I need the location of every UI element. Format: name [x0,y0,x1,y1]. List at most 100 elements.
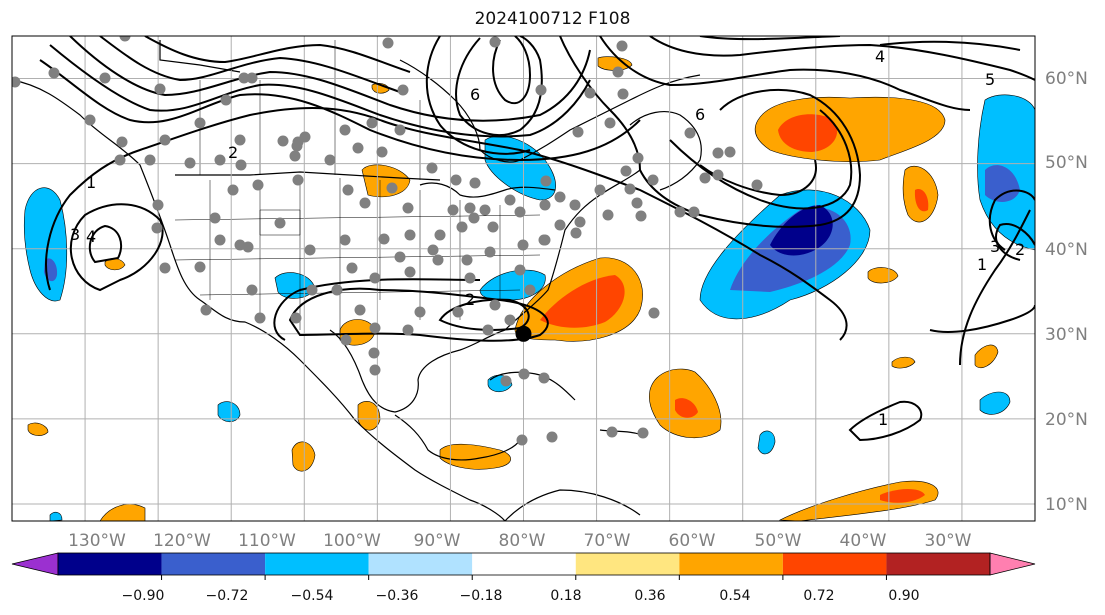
colorbar-frame [57,552,991,576]
colorbar-tick-label: −0.18 [460,588,503,604]
station-dot [504,194,516,206]
contour-line [929,304,1035,333]
contour-line [88,224,123,264]
contour-label: 2 [228,143,238,162]
station-dot [712,169,724,181]
lon-label: 70°W [584,531,631,551]
station-dot [159,134,171,146]
station-dot [554,191,566,203]
station-dot [366,117,378,129]
contour-line [425,36,531,155]
station-dot [535,84,547,96]
storm-location-marker[interactable] [515,325,532,342]
station-dot [277,135,289,147]
station-dot [751,179,763,191]
gridlines [12,36,1035,521]
station-dot [246,72,258,84]
station-dot [426,162,438,174]
station-dot [154,83,166,95]
colorbar-tick-label: −0.72 [206,588,249,604]
station-dot [194,261,206,273]
station-dot [292,136,304,148]
station-dot [246,284,258,296]
station-dot [616,40,628,52]
station-dot [456,221,468,233]
map-panel[interactable]: 1 2 3 4 5 6 1 2 3 4 6 2 1 [10,31,1036,522]
colorbar-segment [368,553,473,575]
station-dot [116,136,128,148]
contour-line [669,109,853,210]
contour-label: 3 [70,225,80,244]
lat-label: 30°N [1045,325,1088,345]
contour-label: 2 [465,290,475,309]
station-dot [484,246,496,258]
station-dot [632,152,644,164]
contour-label: 1 [977,255,987,274]
colorbar-segment [782,553,887,575]
station-dot [539,199,551,211]
station-dot [220,94,232,106]
colorbar-tick-label: −0.54 [291,588,334,604]
station-dot [99,72,111,84]
station-dot [517,239,529,251]
station-dot [584,87,596,99]
station-dot [427,244,439,256]
station-dot [606,426,618,438]
station-dot [194,117,206,129]
station-dot [594,184,606,196]
station-dot [234,134,246,146]
colorbar-segment [58,553,162,575]
station-dot [635,210,647,222]
contour-line [69,203,164,292]
map-frame [11,35,1036,522]
contour-label: 4 [875,47,885,66]
contours [39,36,1035,442]
station-dot [489,299,501,311]
colorbar-tick-label: 0.90 [888,588,919,604]
station-dot [152,199,164,211]
station-dot [569,199,581,211]
station-dot [378,233,390,245]
station-dot [342,184,354,196]
colorbar-extend-max [989,552,1036,576]
station-dot [354,304,366,316]
station-dot [514,206,526,218]
contour-line [455,36,543,136]
station-dot [151,222,163,234]
station-dot [574,216,586,228]
contour-label: 1 [878,410,888,429]
station-dot [500,375,512,387]
colorbar-tick-labels: −0.90 −0.72 −0.54 −0.36 −0.18 0.18 0.36 … [122,588,920,604]
contour-line [995,223,1035,261]
station-dot [724,146,736,158]
station-dot [289,150,301,162]
station-dot [292,174,304,186]
lon-label: 50°W [755,531,802,551]
station-dot [570,227,582,239]
colorbar-segment [472,553,576,575]
station-dot [447,204,459,216]
colorbar-tick-label: 0.18 [550,588,581,604]
station-dot [382,37,394,49]
station-dot [464,202,476,214]
contour-line [848,400,923,442]
contour-label: 6 [470,85,480,104]
contour-line [988,189,1035,251]
colorbar-segment [886,553,990,575]
station-dot [394,251,406,263]
contour-line [273,278,481,341]
station-dot [538,234,550,246]
colorbar-segment [679,553,783,575]
station-dot [712,147,724,159]
station-dot [489,36,501,48]
station-dot [290,312,302,324]
contour-line [559,36,862,228]
station-dot [648,307,660,319]
station-dot [340,334,352,346]
station-dot [214,234,226,246]
lon-label: 40°W [840,531,887,551]
contour-line [39,59,641,162]
station-dot [119,36,131,42]
lon-labels: 130°W 120°W 110°W 100°W 90°W 80°W 70°W 6… [68,531,972,551]
colorbar-segment [575,553,680,575]
